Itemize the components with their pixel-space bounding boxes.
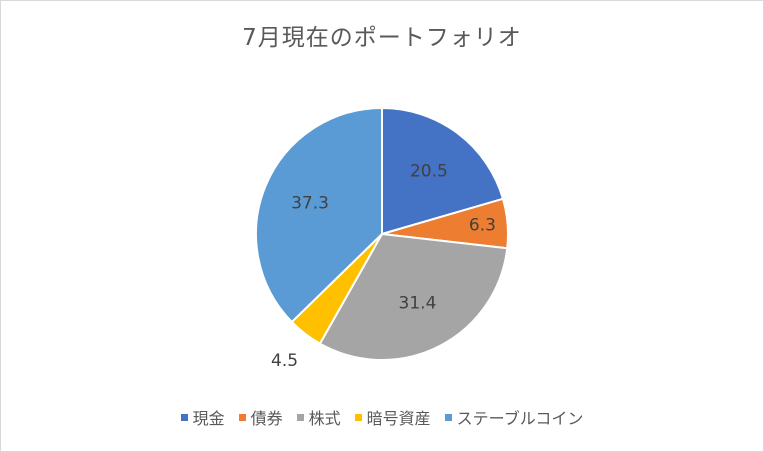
legend-swatch xyxy=(354,413,362,421)
pie-slice-3 xyxy=(318,232,509,361)
legend-swatch xyxy=(238,413,246,421)
data-label-3: 31.4 xyxy=(399,294,437,314)
legend-item-4: 暗号資産 xyxy=(354,405,431,429)
legend-item-1: 現金 xyxy=(180,405,225,429)
legend-item-2: 債券 xyxy=(238,405,283,429)
legend-label: 現金 xyxy=(192,409,225,428)
legend-item-5: ステーブルコイン xyxy=(444,405,584,429)
legend-swatch xyxy=(296,413,304,421)
legend-label: 債券 xyxy=(250,409,283,428)
data-label-4: 4.5 xyxy=(271,351,298,371)
legend-label: 暗号資産 xyxy=(366,409,431,428)
pie-slices xyxy=(255,106,509,361)
legend-label: 株式 xyxy=(308,409,341,428)
data-label-5: 37.3 xyxy=(291,194,329,214)
data-label-2: 6.3 xyxy=(469,215,496,235)
chart-title: 7月現在のポートフォリオ xyxy=(242,25,522,51)
data-label-1: 20.5 xyxy=(410,162,448,182)
legend-label: ステーブルコイン xyxy=(456,409,584,428)
pie-slice-1 xyxy=(381,106,505,236)
pie-data-labels: 20.5 6.3 31.4 4.5 37.3 xyxy=(271,162,496,371)
legend-item-3: 株式 xyxy=(296,405,341,429)
legend-swatch xyxy=(180,413,188,421)
legend-swatch xyxy=(444,413,452,421)
chart-legend: 現金 債券 株式 暗号資産 ステーブルコイン xyxy=(0,405,764,429)
pie-slice-5 xyxy=(255,106,383,324)
